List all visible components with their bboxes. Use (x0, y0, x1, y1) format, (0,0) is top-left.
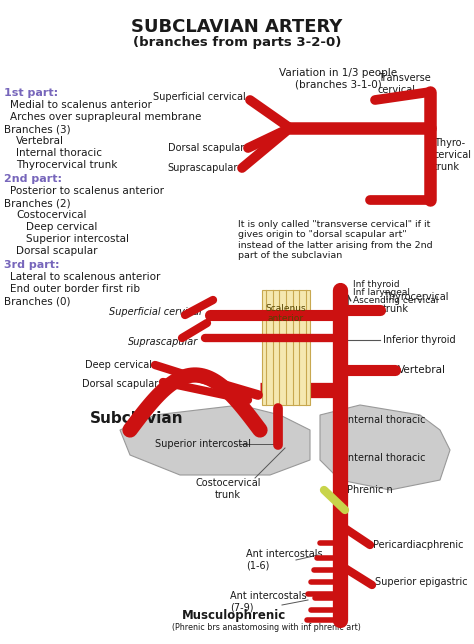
Text: 1st part:: 1st part: (4, 88, 58, 98)
Text: Ant intercostals
(1-6): Ant intercostals (1-6) (246, 549, 323, 571)
Text: Branches (0): Branches (0) (4, 296, 71, 306)
Text: Suprascapular: Suprascapular (128, 337, 198, 347)
Text: Medial to scalenus anterior: Medial to scalenus anterior (10, 100, 152, 110)
Text: Dorsal scapular: Dorsal scapular (82, 379, 158, 389)
Text: Costocervical: Costocervical (16, 210, 86, 220)
Text: Internal thoracic: Internal thoracic (345, 415, 426, 425)
Text: Suprascapular: Suprascapular (168, 163, 238, 173)
Text: Posterior to scalenus anterior: Posterior to scalenus anterior (10, 186, 164, 196)
Text: Inferior thyroid: Inferior thyroid (383, 335, 456, 345)
Text: Internal thoracic: Internal thoracic (16, 148, 102, 158)
Text: (Phrenic brs anastomosing with inf phrenic art): (Phrenic brs anastomosing with inf phren… (172, 623, 361, 632)
Text: Superficial cervical: Superficial cervical (109, 307, 202, 317)
Text: Internal thoracic: Internal thoracic (345, 453, 426, 463)
Text: Dorsal scapular: Dorsal scapular (16, 246, 98, 256)
Text: Phrenic n: Phrenic n (347, 485, 393, 495)
Text: (branches from parts 3-2-0): (branches from parts 3-2-0) (133, 36, 341, 49)
Bar (262, 290, 310, 405)
Text: Scalenus
anterior: Scalenus anterior (266, 304, 306, 323)
Text: Pericardiacphrenic: Pericardiacphrenic (373, 540, 464, 550)
Text: It is only called "transverse cervical" if it
gives origin to "dorsal scapular a: It is only called "transverse cervical" … (238, 220, 433, 260)
Text: 3rd part:: 3rd part: (4, 260, 60, 270)
Text: Thyrocervical
trunk: Thyrocervical trunk (383, 292, 448, 314)
Text: Inf thyroid: Inf thyroid (353, 280, 400, 289)
Text: Branches (2): Branches (2) (4, 198, 71, 208)
Text: Transverse
cervical: Transverse cervical (378, 73, 431, 95)
Text: Branches (3): Branches (3) (4, 124, 71, 134)
Text: Thyrocervical trunk: Thyrocervical trunk (16, 160, 118, 170)
Text: Deep cervical: Deep cervical (85, 360, 152, 370)
Text: Ascending cervical: Ascending cervical (353, 296, 438, 305)
Text: Superior epigastric: Superior epigastric (375, 577, 468, 587)
Polygon shape (120, 405, 310, 475)
Text: Ant intercostals
(7-9): Ant intercostals (7-9) (230, 591, 307, 613)
Text: Vertebral: Vertebral (16, 136, 64, 146)
Text: Superficial cervical: Superficial cervical (153, 92, 246, 102)
Text: SUBCLAVIAN ARTERY: SUBCLAVIAN ARTERY (131, 18, 343, 36)
Text: Variation in 1/3 people
(branches 3-1-0): Variation in 1/3 people (branches 3-1-0) (279, 68, 397, 90)
Text: Musculophrenic: Musculophrenic (182, 609, 286, 621)
Text: End outer border first rib: End outer border first rib (10, 284, 140, 294)
Text: Vertebral: Vertebral (398, 365, 446, 375)
Text: Subclavian: Subclavian (90, 410, 183, 426)
Text: Deep cervical: Deep cervical (26, 222, 97, 232)
Text: Inf laryngeal: Inf laryngeal (353, 288, 410, 297)
Text: Lateral to scalenous anterior: Lateral to scalenous anterior (10, 272, 160, 282)
Text: Superior intercostal: Superior intercostal (26, 234, 129, 244)
Text: Costocervical
trunk: Costocervical trunk (195, 478, 261, 500)
Text: 2nd part:: 2nd part: (4, 174, 62, 184)
Text: Superior intercostal: Superior intercostal (155, 439, 251, 449)
Text: Thyro-
cervical
trunk: Thyro- cervical trunk (434, 138, 472, 171)
Text: Arches over suprapleural membrane: Arches over suprapleural membrane (10, 112, 201, 122)
Text: Dorsal scapular: Dorsal scapular (168, 143, 244, 153)
Polygon shape (320, 405, 450, 490)
